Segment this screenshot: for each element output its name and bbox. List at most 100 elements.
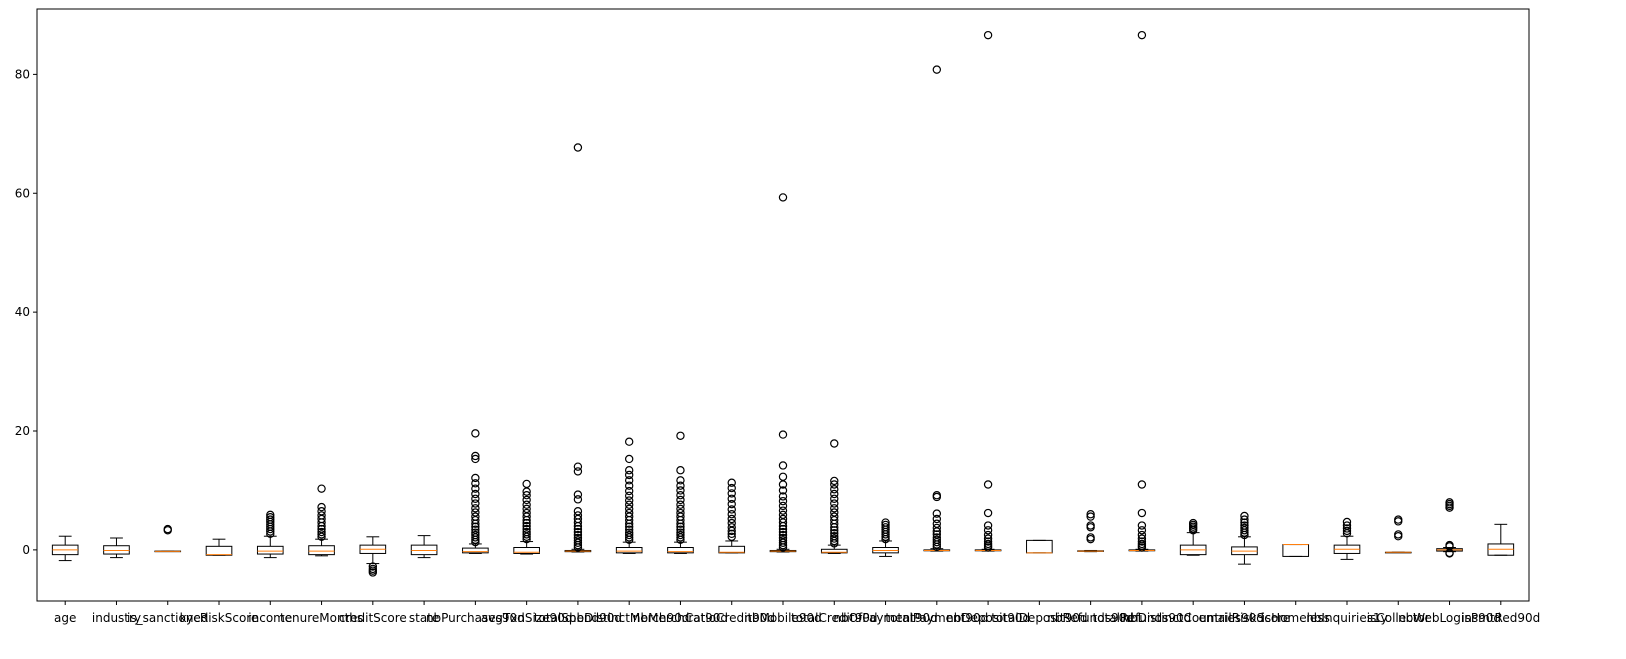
outlier-point (522, 495, 531, 505)
outlier-point (727, 510, 736, 519)
outlier-point (830, 504, 839, 513)
outlier-point (573, 507, 583, 516)
box-group (1026, 539, 1053, 554)
outlier-point (522, 504, 531, 514)
outlier-point (1394, 530, 1403, 539)
outlier-point (471, 522, 480, 531)
outlier-point (522, 524, 531, 534)
outlier-point (1086, 512, 1095, 521)
box-group (1436, 498, 1463, 558)
outlier-point (676, 530, 685, 540)
outlier-point (881, 518, 890, 527)
outlier-point (830, 485, 839, 494)
x-tick-label: avgTxnSize90d (481, 611, 573, 625)
outlier-point (932, 65, 942, 74)
outlier-point (1342, 524, 1352, 533)
outlier-point (1342, 521, 1352, 530)
box-group (923, 65, 951, 552)
outlier-point (471, 525, 480, 534)
outlier-point (573, 490, 583, 499)
x-tick-label: nbWebLogins90d (1398, 611, 1501, 625)
outlier-point (1137, 480, 1147, 489)
outlier-point (624, 530, 634, 540)
outlier-point (1188, 518, 1198, 528)
outlier-point (624, 491, 634, 500)
box-group (820, 439, 848, 554)
y-axis-ticks: 0 20 40 60 80 (15, 67, 37, 557)
outlier-point (676, 495, 685, 505)
x-tick-label: nbDeposit90d (946, 611, 1030, 625)
outlier-point (983, 539, 993, 549)
x-tick-label: ratioCredit90d (688, 611, 775, 625)
outlier-point (778, 492, 788, 501)
outlier-point (778, 533, 788, 543)
outlier-point (778, 524, 788, 534)
outlier-point (573, 462, 583, 471)
outlier-point (676, 431, 685, 440)
outlier-point (676, 481, 685, 490)
outlier-point (727, 523, 736, 532)
box-iqr (205, 545, 233, 556)
outlier-point (163, 524, 172, 534)
outlier-point (1137, 521, 1147, 530)
outlier-point (1137, 539, 1147, 549)
outlier-point (368, 568, 378, 577)
x-tick-label: is_sanctioned (127, 611, 208, 625)
outlier-point (1240, 523, 1249, 533)
outlier-point (830, 529, 839, 538)
box-series (51, 30, 1515, 577)
outlier-point (830, 489, 839, 499)
outlier-point (522, 491, 531, 500)
box-group (1231, 511, 1258, 565)
outlier-point (778, 527, 788, 537)
outlier-point (727, 483, 736, 493)
outlier-point (676, 476, 685, 485)
outlier-point (983, 521, 993, 530)
outlier-point (1394, 515, 1403, 524)
outlier-point (676, 500, 685, 509)
y-tick-label: 0 (22, 543, 30, 557)
box-iqr (820, 548, 848, 554)
outlier-point (317, 511, 326, 520)
outlier-point (830, 476, 839, 486)
box-iqr (103, 545, 130, 555)
outlier-point (471, 479, 480, 488)
box-group (667, 431, 694, 554)
outlier-point (1240, 511, 1249, 521)
box-group (103, 537, 130, 559)
box-group (359, 536, 387, 577)
outlier-point (778, 472, 788, 481)
y-tick-label: 80 (15, 67, 30, 81)
outlier-point (624, 454, 634, 464)
outlier-point (317, 502, 326, 512)
outlier-point (932, 533, 942, 542)
outlier-point (1137, 30, 1147, 40)
outlier-point (830, 526, 839, 535)
outlier-point (266, 510, 275, 520)
x-tick-label: totalPayment90d (885, 611, 988, 625)
outlier-point (676, 508, 685, 518)
outlier-point (471, 504, 480, 513)
x-tick-label: creditScore (339, 611, 407, 625)
outlier-point (624, 496, 634, 505)
outlier-point (1086, 521, 1095, 530)
outlier-point (317, 484, 326, 493)
outlier-point (830, 499, 839, 508)
box-iqr (667, 547, 694, 554)
outlier-point (266, 515, 275, 524)
outlier-point (727, 494, 736, 503)
outlier-point (624, 525, 634, 534)
x-tick-label: nbMobile90d (744, 611, 821, 625)
box-iqr (308, 545, 335, 556)
outlier-point (881, 520, 890, 530)
outlier-point (676, 522, 685, 531)
box-iqr (256, 545, 284, 555)
outlier-point (1137, 526, 1147, 535)
box-group (1077, 510, 1104, 553)
x-tick-label: isPmtRed90d (1461, 611, 1540, 625)
x-tick-label: nbPurchases90d (426, 611, 525, 625)
outlier-point (932, 535, 942, 544)
x-tick-label: totalCredit90d (791, 611, 877, 625)
